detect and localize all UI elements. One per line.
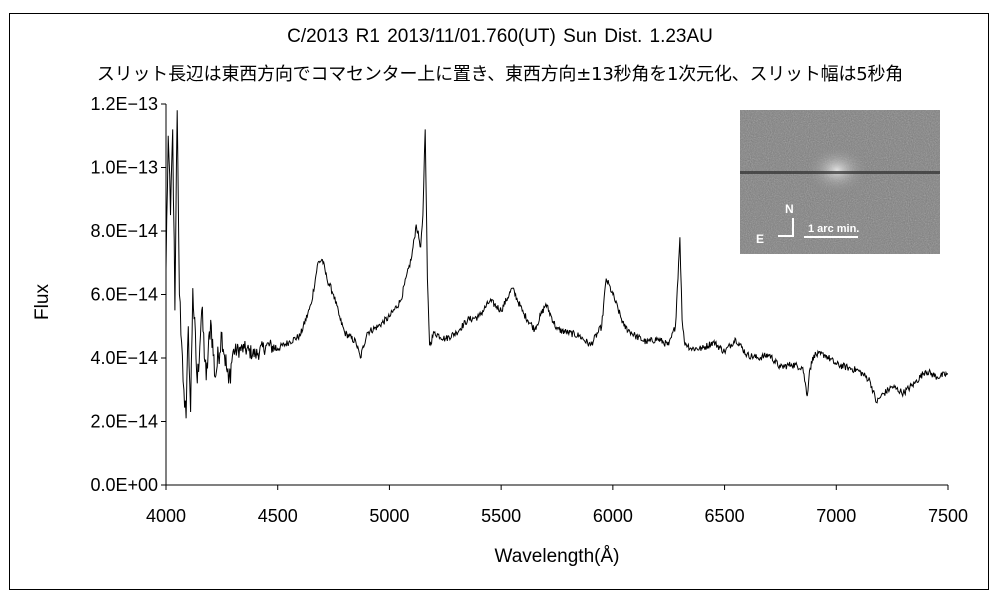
x-tick-label: 6500 — [705, 506, 745, 526]
x-tick-label: 5500 — [481, 506, 521, 526]
y-tick-label: 1.0E−13 — [90, 158, 158, 178]
y-axis-label: Flux — [32, 284, 53, 320]
scale-label: 1 arc min. — [808, 223, 859, 235]
x-tick-labels: 4000 4500 5000 5500 6000 6500 7000 7500 — [146, 506, 968, 526]
x-tick-label: 6000 — [593, 506, 633, 526]
comet-image-inset: N E 1 arc min. — [740, 110, 940, 254]
x-axis-label: Wavelength(Å) — [495, 546, 620, 567]
axes — [161, 103, 949, 490]
north-label: N — [785, 202, 794, 216]
y-tick-label: 2.0E−14 — [90, 412, 158, 432]
figure-frame — [9, 13, 989, 590]
x-tick-label: 4500 — [258, 506, 298, 526]
x-tick-label: 4000 — [146, 506, 186, 526]
slit-line — [740, 171, 940, 174]
chart-subtitle: スリット長辺は東西方向でコマセンター上に置き、東西方向±13秒角を1次元化、スリ… — [96, 64, 904, 85]
x-tick-label: 7500 — [928, 506, 968, 526]
x-tick-label: 5000 — [369, 506, 409, 526]
comet-coma — [803, 144, 871, 196]
series-line — [165, 110, 949, 419]
y-tick-label: 0.0E+00 — [90, 475, 158, 495]
x-tick-label: 7000 — [816, 506, 856, 526]
y-tick-labels: 0.0E+00 2.0E−14 4.0E−14 6.0E−14 8.0E−14 1.0E−… — [90, 94, 158, 495]
y-tick-label: 4.0E−14 — [90, 348, 158, 368]
chart-title: C/2013 R1 2013/11/01.760(UT) Sun Dist. 1… — [287, 26, 713, 47]
east-label: E — [756, 232, 764, 246]
compass-icon — [778, 218, 794, 237]
y-tick-label: 1.2E−13 — [90, 94, 158, 114]
y-tick-label: 8.0E−14 — [90, 221, 158, 241]
y-tick-label: 6.0E−14 — [90, 285, 158, 305]
